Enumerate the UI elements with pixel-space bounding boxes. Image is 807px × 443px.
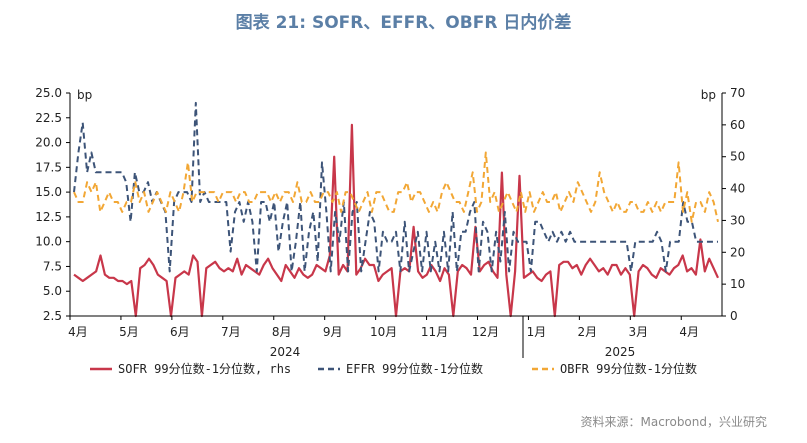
left-tick-label: 15.0: [35, 185, 62, 199]
left-tick-label: 5.0: [43, 284, 62, 298]
right-tick-label: 30: [730, 213, 745, 227]
legend-label: EFFR 99分位数-1分位数: [346, 361, 483, 376]
right-tick-label: 50: [730, 150, 745, 164]
right-tick-label: 60: [730, 118, 745, 132]
x-tick-label: 10月: [370, 325, 397, 339]
x-tick-label: 8月: [272, 325, 292, 339]
legend: SOFR 99分位数-1分位数, rhs EFFR 99分位数-1分位数 OBFR …: [90, 361, 697, 376]
x-tick-label: 1月: [527, 325, 547, 339]
x-tick-label: 4月: [679, 325, 699, 339]
left-tick-label: 20.0: [35, 136, 62, 150]
right-axis-unit: bp: [701, 88, 716, 102]
source-note: 资料来源：Macrobond，兴业研究: [580, 415, 768, 429]
left-tick-label: 7.5: [43, 259, 62, 273]
left-tick-label: 10.0: [35, 235, 62, 249]
x-tick-label: 5月: [119, 325, 139, 339]
x-tick-label: 9月: [323, 325, 343, 339]
left-tick-label: 2.5: [43, 309, 62, 323]
series-line-2: [73, 151, 719, 223]
right-tick-label: 10: [730, 277, 745, 291]
x-tick-label: 7月: [221, 325, 241, 339]
x-tick-label: 3月: [628, 325, 648, 339]
series-line-0: [73, 123, 719, 318]
left-tick-label: 22.5: [35, 111, 62, 125]
left-axis-unit: bp: [77, 88, 92, 102]
chart-title: 图表 21: SOFR、EFFR、OBFR 日内价差: [235, 13, 572, 33]
x-tick-label: 4月: [68, 325, 88, 339]
right-tick-label: 40: [730, 182, 745, 196]
year-label: 2025: [605, 345, 636, 359]
legend-label: SOFR 99分位数-1分位数, rhs: [118, 361, 291, 376]
series-layer: [73, 101, 719, 318]
legend-label: OBFR 99分位数-1分位数: [560, 361, 697, 376]
right-tick-label: 70: [730, 86, 745, 100]
left-tick-label: 12.5: [35, 210, 62, 224]
series-line-1: [73, 101, 718, 273]
right-tick-label: 0: [730, 309, 738, 323]
x-tick-label: 11月: [421, 325, 448, 339]
right-tick-label: 20: [730, 245, 745, 259]
year-label: 2024: [270, 345, 301, 359]
axis-layer: 2.5 5.0 7.5 10.0 12.5 15.0 17.5 20.0 22.5 25.0 0 10…: [35, 86, 745, 359]
x-tick-label: 6月: [170, 325, 190, 339]
x-tick-label: 2月: [578, 325, 598, 339]
x-tick-label: 12月: [472, 325, 499, 339]
left-tick-label: 17.5: [35, 160, 62, 174]
left-tick-label: 25.0: [35, 86, 62, 100]
